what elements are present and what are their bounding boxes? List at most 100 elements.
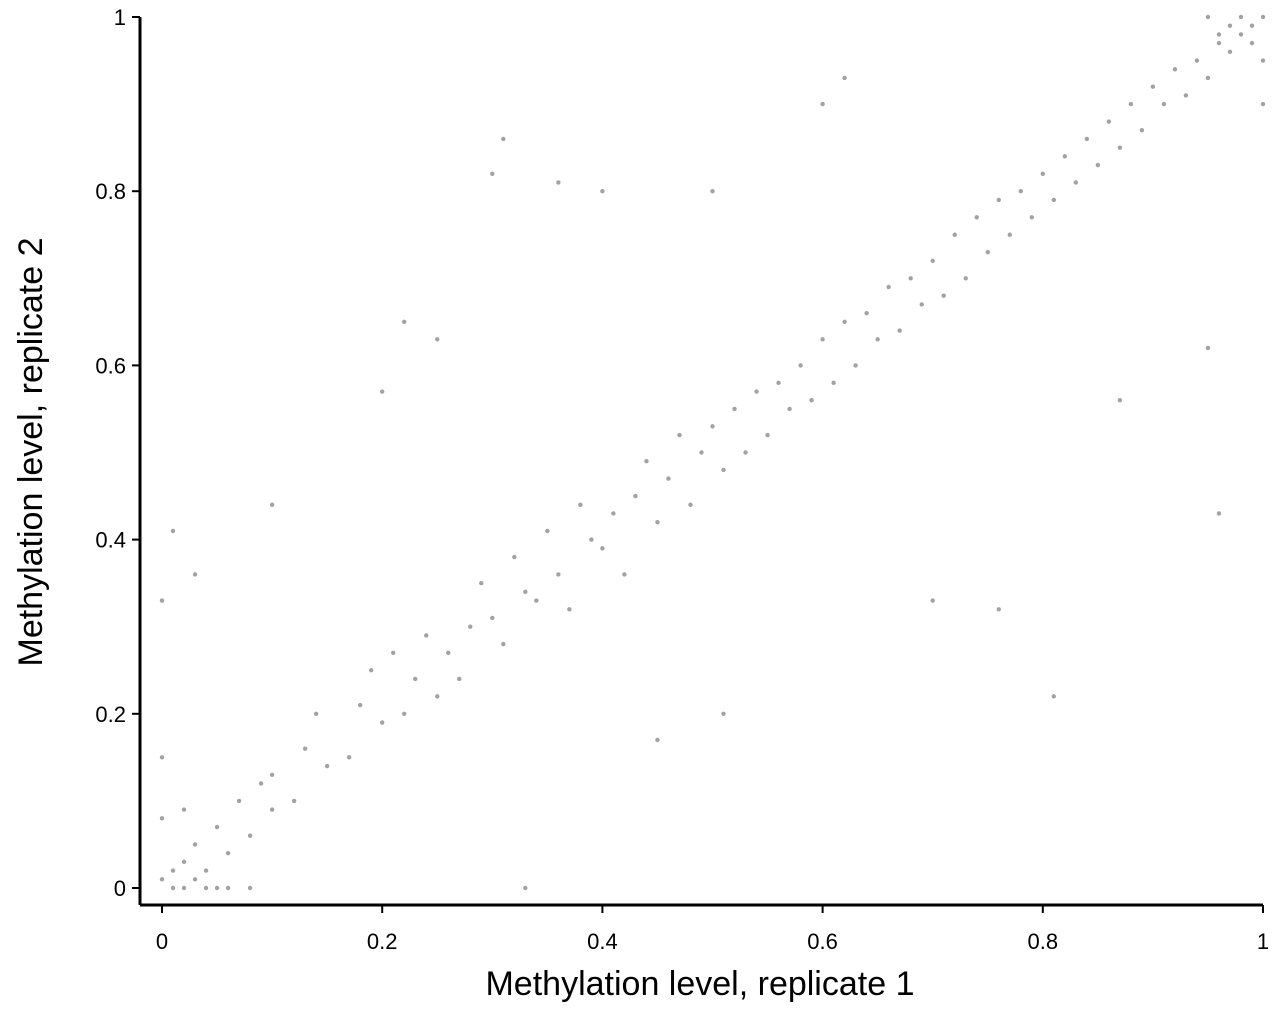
point [1161,101,1167,107]
point [380,389,385,394]
point [1205,14,1211,20]
point [930,258,935,264]
x-axis-title: Methylation level, replicate 1 [485,965,914,1003]
point [710,424,715,429]
point [952,232,957,237]
point [435,337,440,342]
point [1205,75,1211,81]
point [677,432,682,438]
point [159,877,165,882]
point [357,702,363,708]
point [875,337,880,342]
point [501,136,506,142]
y-tick-label: 0.6 [95,353,126,378]
point [380,720,385,725]
point [1106,119,1112,124]
point [181,807,187,812]
point [170,885,176,891]
point [159,816,165,821]
point [247,885,253,891]
y-tick-label: 1 [114,5,126,30]
point [655,737,660,743]
x-tick-label: 1 [1257,929,1269,954]
point [765,432,770,438]
point [985,249,990,255]
point [490,171,495,176]
x-tick-label: 0.8 [1028,929,1059,954]
point [919,302,924,307]
point [721,711,726,716]
point [523,885,528,891]
point [798,363,803,368]
point [996,197,1001,203]
point [589,537,594,542]
point [600,189,605,194]
point [203,885,209,891]
point [633,493,638,499]
point [192,842,198,847]
point [1227,23,1233,28]
point [853,363,858,368]
point [1117,145,1123,150]
point [996,607,1001,612]
point [721,467,726,473]
point [820,337,825,342]
point [743,450,748,455]
point [1073,180,1079,185]
point [655,519,660,525]
point [1095,162,1101,168]
point [269,502,275,507]
point [225,850,231,856]
point [1249,23,1255,28]
point [1227,49,1233,55]
point [831,380,836,386]
point [1260,14,1266,20]
point [1172,67,1178,72]
point [1139,128,1145,133]
y-tick-label: 0 [114,876,126,901]
point [666,476,671,481]
point [159,598,165,603]
point [523,589,528,595]
point [413,676,418,682]
y-axis-title: Methylation level, replicate 2 [12,237,50,666]
point [269,772,275,777]
point [1040,171,1046,176]
point [391,650,396,656]
point [1216,40,1222,46]
point [170,528,176,534]
point [600,546,605,551]
point [225,885,231,891]
point [236,798,242,804]
point [1216,511,1222,516]
point [490,615,495,621]
point [787,406,792,412]
point [181,859,187,865]
point [170,868,176,873]
point [291,798,297,804]
point [501,641,506,647]
point [402,319,407,325]
point [192,877,198,882]
point [974,215,979,220]
point [1238,14,1244,20]
point [479,580,484,586]
point [324,763,330,769]
point [1238,32,1244,37]
point [1183,93,1189,98]
point [930,598,935,603]
point [886,284,891,290]
point [203,868,209,873]
point [1260,101,1266,107]
point [644,459,649,464]
point [1018,189,1023,194]
point [897,328,902,333]
point [468,624,473,629]
y-tick-label: 0.4 [95,528,126,553]
point [842,75,847,81]
point [963,276,968,281]
point [941,293,946,298]
point [1260,58,1266,63]
point [512,554,517,560]
